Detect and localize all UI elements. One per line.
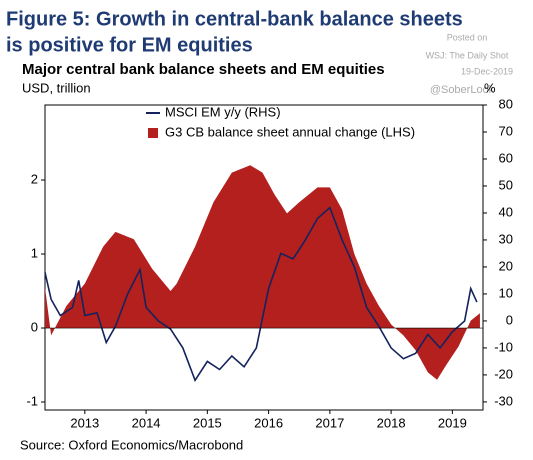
y2-tick-label: 20 <box>499 258 513 273</box>
x-tick-label: 2019 <box>438 415 467 430</box>
x-tick-label: 2018 <box>377 415 406 430</box>
y2-tick-label: 50 <box>499 177 513 192</box>
y-tick-label: 1 <box>31 245 38 260</box>
legend-label: G3 CB balance sheet annual change (LHS) <box>165 124 415 139</box>
legend-label: MSCI EM y/y (RHS) <box>165 104 281 119</box>
y2-tick-label: 80 <box>499 96 513 111</box>
watermark: 19-Dec-2019 <box>461 66 513 76</box>
y-tick-label: 0 <box>31 319 38 334</box>
y2-tick-label: 60 <box>499 150 513 165</box>
y2-tick-label: 0 <box>506 312 513 327</box>
x-tick-label: 2015 <box>193 415 222 430</box>
y2-tick-label: 40 <box>499 204 513 219</box>
y2-tick-label: 10 <box>499 285 513 300</box>
y2-tick-label: 70 <box>499 123 513 138</box>
legend-swatch <box>148 128 158 138</box>
watermark: Posted on <box>447 32 488 42</box>
x-tick-label: 2016 <box>254 415 283 430</box>
y2-tick-label: -20 <box>494 366 513 381</box>
source: Source: Oxford Economics/Macrobond <box>20 437 243 452</box>
watermark: WSJ: The Daily Shot <box>426 50 509 60</box>
y-axis-label: USD, trillion <box>22 80 91 95</box>
y2-axis-label: % <box>484 80 496 95</box>
x-tick-label: 2014 <box>132 415 161 430</box>
line <box>44 206 478 383</box>
area <box>45 165 480 380</box>
watermark: @SoberLook <box>430 84 495 96</box>
x-tick-label: 2013 <box>70 415 99 430</box>
y-tick-label: 2 <box>31 171 38 186</box>
chart-title: Figure 5: Growth in central-bank balance… <box>6 8 463 30</box>
y2-tick-label: -10 <box>494 339 513 354</box>
y2-tick-label: -30 <box>494 393 513 408</box>
x-tick-label: 2017 <box>315 415 344 430</box>
plot-frame <box>44 104 484 411</box>
y-tick-label: -1 <box>26 393 38 408</box>
chart-title: is positive for EM equities <box>6 34 253 56</box>
y2-tick-label: 30 <box>499 231 513 246</box>
chart-subtitle: Major central bank balance sheets and EM… <box>22 61 385 78</box>
